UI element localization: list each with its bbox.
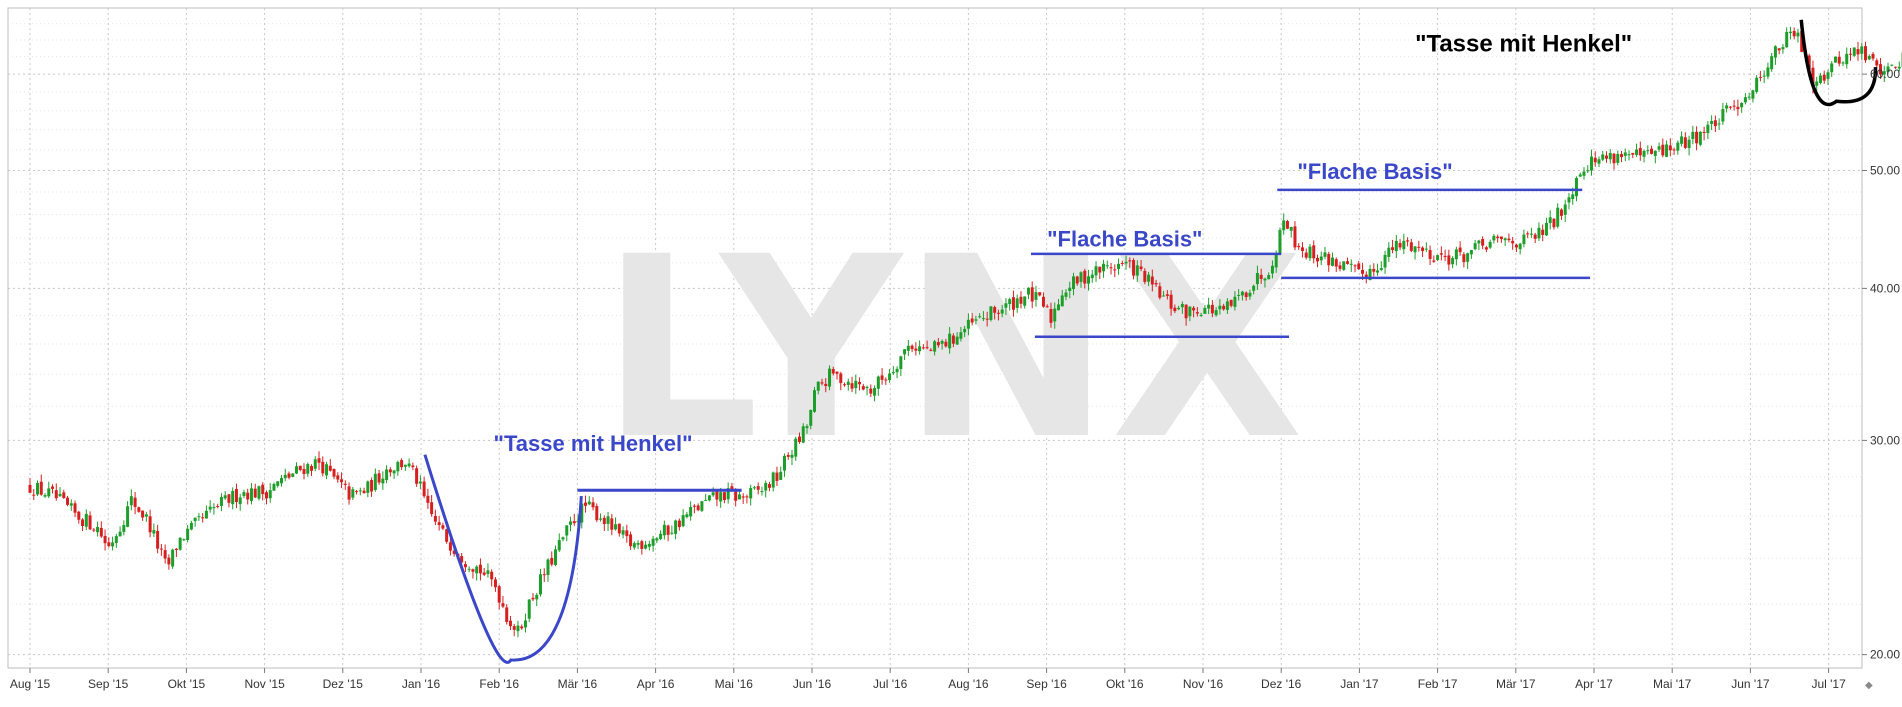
candle [1342,261,1345,271]
x-tick-label: Okt '15 [168,677,206,691]
y-tick-label: 30.00 [1870,433,1900,447]
candle [1755,75,1758,94]
candle [528,599,531,622]
candle [171,549,174,569]
x-tick-label: Jan '16 [402,677,441,691]
x-tick-label: Aug '16 [948,677,989,691]
x-tick-label: Jul '17 [1811,677,1846,691]
candle [1864,42,1867,63]
x-tick-label: Mär '16 [558,677,598,691]
candle [1699,131,1702,146]
x-tick-label: Nov '16 [1183,677,1224,691]
candle [179,537,182,550]
candle [1890,64,1893,66]
candle [595,503,598,522]
candle [291,473,294,477]
x-tick-label: Sep '16 [1026,677,1067,691]
x-tick-label: Dez '16 [1261,677,1302,691]
y-tick-label: 20.00 [1870,648,1900,662]
axis-corner-marker-icon: ◆ [1865,680,1873,691]
candle [1286,220,1289,229]
annotation-label-cup-2016: "Tasse mit Henkel" [494,431,693,456]
candle [1834,56,1837,62]
x-tick-label: Feb '17 [1418,677,1458,691]
x-tick-label: Dez '15 [323,677,364,691]
candle [415,466,418,487]
x-tick-label: Mär '17 [1496,677,1536,691]
annotation-label-flat-base-2: "Flache Basis" [1297,159,1452,184]
y-tick-label: 50.00 [1870,163,1900,177]
y-tick-label: 60.00 [1870,67,1900,81]
x-tick-label: Okt '16 [1106,677,1144,691]
x-tick-label: Aug '15 [10,677,51,691]
x-tick-label: Mai '16 [715,677,754,691]
annotation-label-flat-base-1: "Flache Basis" [1047,226,1202,251]
x-tick-label: Jun '17 [1731,677,1770,691]
candle [137,507,140,513]
x-tick-label: Mai '17 [1653,677,1692,691]
y-tick-label: 40.00 [1870,281,1900,295]
candle [700,501,703,512]
x-tick-label: Nov '15 [244,677,285,691]
x-tick-label: Apr '16 [637,677,675,691]
x-tick-label: Feb '16 [479,677,519,691]
candle [989,306,992,321]
annotation-label-cup-2017: "Tasse mit Henkel" [1415,31,1632,58]
x-tick-label: Sep '15 [88,677,129,691]
candle [1853,47,1856,57]
candle [257,486,260,501]
candle [1872,52,1875,61]
candle [813,387,816,413]
x-tick-label: Jun '16 [793,677,832,691]
candle [1278,228,1281,255]
x-tick-label: Jan '17 [1340,677,1379,691]
x-tick-label: Jul '16 [873,677,908,691]
candle [828,365,831,390]
x-tick-label: Apr '17 [1575,677,1613,691]
candle [1868,54,1871,60]
candle [1875,58,1878,67]
